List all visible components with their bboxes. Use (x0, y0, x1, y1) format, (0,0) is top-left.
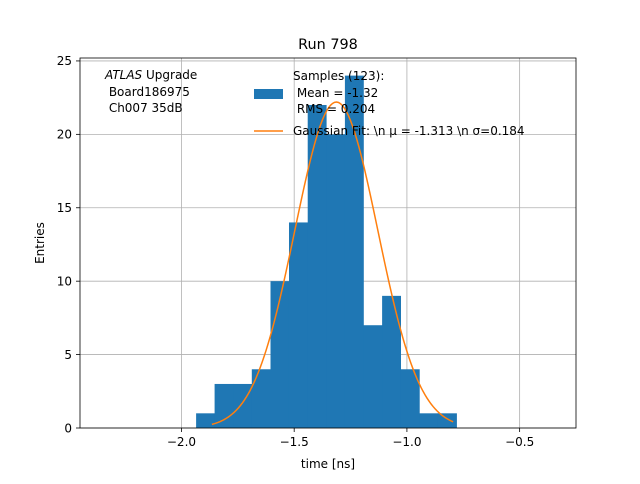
x-tick-label-0: −2.0 (167, 435, 196, 449)
histogram-bar-10 (382, 295, 401, 428)
histogram-bar-6 (307, 104, 327, 428)
annotation-board: Board186975 (105, 85, 190, 99)
annotation-experiment-suffix: Upgrade (142, 68, 197, 82)
legend-samples-line-3: RMS = 0.204 (293, 102, 375, 116)
legend: Samples (123): Mean = -1.32 RMS = 0.204 … (254, 69, 525, 138)
y-tick-label-3: 15 (57, 201, 72, 215)
histogram-bar-9 (363, 325, 383, 428)
x-axis-label: time [ns] (301, 457, 355, 471)
legend-samples-line-1: Samples (123): (293, 69, 384, 83)
chart-title: Run 798 (298, 37, 358, 53)
plot-frame (79, 57, 577, 429)
legend-fit-label: Gaussian Fit: \n μ = -1.313 \n σ=0.184 (293, 124, 525, 138)
histogram-bar-13 (437, 413, 457, 428)
histogram-bar-1 (214, 383, 234, 428)
annotation-channel: Ch007 35dB (105, 101, 183, 115)
histogram-bars (196, 75, 457, 428)
atlas-annotation: ATLAS Upgrade Board186975 Ch007 35dB (104, 68, 197, 115)
y-tick-label-5: 25 (57, 54, 72, 68)
y-tick-label-1: 5 (64, 348, 72, 362)
histogram-bar-5 (288, 222, 309, 428)
legend-samples-swatch (254, 89, 283, 99)
y-tick-label-4: 20 (57, 128, 72, 142)
y-tick-label-2: 10 (57, 274, 72, 288)
axis-ticks: −2.0 −1.5 −1.0 −0.5 0 5 10 15 20 25 (57, 54, 534, 449)
x-tick-label-3: −0.5 (505, 435, 534, 449)
histogram-bar-0 (196, 413, 215, 428)
x-tick-label-1: −1.5 (280, 435, 309, 449)
histogram-bar-4 (270, 281, 290, 428)
histogram-bar-7 (326, 134, 346, 428)
annotation-experiment: ATLAS (104, 68, 143, 82)
histogram-bar-3 (251, 369, 271, 428)
histogram-bar-11 (400, 369, 420, 428)
histogram-bar-12 (419, 413, 439, 428)
histogram-bar-8 (344, 75, 364, 428)
y-tick-label-0: 0 (64, 421, 72, 435)
y-axis-label: Entries (33, 222, 47, 264)
annotation-line-1: ATLAS Upgrade (104, 68, 197, 82)
gaussian-fit (211, 101, 454, 426)
legend-samples-line-2: Mean = -1.32 (293, 86, 378, 100)
x-tick-label-2: −1.0 (392, 435, 421, 449)
gaussian-fit-curve (211, 101, 454, 426)
